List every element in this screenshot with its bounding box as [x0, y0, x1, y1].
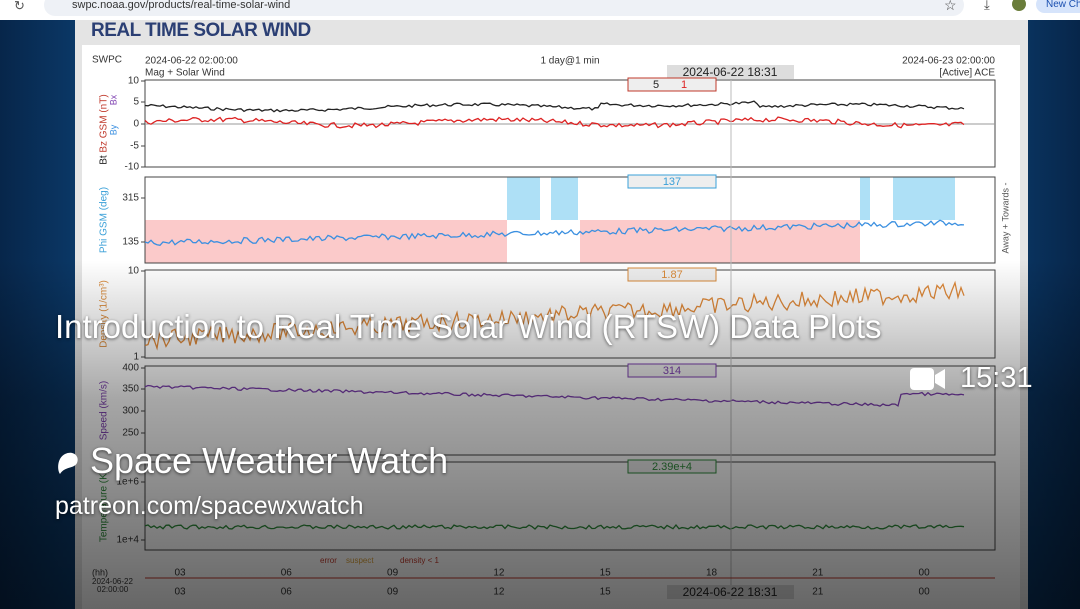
label: 315 [122, 193, 139, 204]
label: [Active] ACE [939, 68, 995, 79]
label: By [108, 124, 118, 135]
label: 2024-06-22 02:00:00 [145, 56, 238, 67]
url: swpc.noaa.gov/products/real-time-solar-w… [72, 0, 291, 11]
reload-icon[interactable]: ↻ [14, 0, 25, 13]
profile-icon[interactable] [1012, 0, 1026, 11]
label: Mag + Solar Wind [145, 68, 225, 79]
sector-away [145, 220, 507, 263]
label: 0 [133, 119, 139, 130]
duration: 15:31 [960, 362, 1033, 394]
label: Phi GSM (deg) [99, 187, 110, 253]
label: 2024-06-23 02:00:00 [902, 56, 995, 67]
panel [141, 174, 996, 264]
page-title: REAL TIME SOLAR WIND [91, 20, 311, 41]
star-icon[interactable]: ☆ [944, 0, 957, 13]
channel-name: Space Weather Watch [90, 440, 449, 481]
label: 1 day@1 min [540, 56, 599, 67]
readout-box [627, 77, 717, 92]
label: SWPC [92, 55, 122, 66]
download-icon[interactable]: ⤓ [984, 0, 990, 12]
label: Bz GSM (nT) [99, 94, 110, 152]
shade [0, 260, 1080, 609]
label: -5 [130, 141, 139, 152]
sector-towards [507, 177, 540, 220]
label: 5 [133, 97, 139, 108]
sector-towards [860, 177, 870, 220]
label: 1 [681, 79, 687, 91]
label: 137 [663, 176, 681, 188]
trace [144, 116, 965, 129]
camera-icon [910, 368, 945, 390]
label: 10 [128, 76, 140, 87]
new-chat-button[interactable]: New Ch [1036, 0, 1080, 13]
label: 5 [653, 79, 659, 91]
cursor-box [667, 65, 794, 79]
label: -10 [125, 162, 140, 173]
channel-link[interactable]: patreon.com/spacewxwatch [55, 492, 364, 520]
label: 135 [122, 237, 139, 248]
trace [144, 100, 965, 113]
label: Bx [108, 94, 118, 105]
sector-towards [551, 177, 578, 220]
panel [141, 77, 996, 168]
label: Bt [99, 155, 110, 165]
readout-box [627, 174, 717, 189]
sector-towards [893, 177, 955, 220]
trace [144, 219, 965, 247]
label: 2024-06-22 18:31 [683, 65, 778, 79]
label: Away + Towards - [1000, 183, 1010, 254]
url-field[interactable] [44, 0, 964, 16]
video-title: Introduction to Real Time Solar Wind (RT… [55, 308, 882, 345]
patreon-icon [58, 452, 78, 474]
